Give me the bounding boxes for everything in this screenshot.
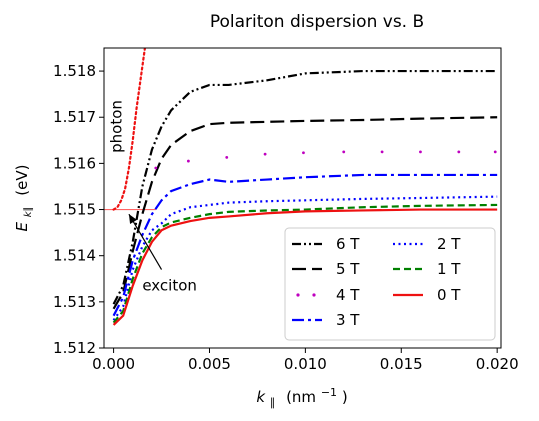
legend-label: 4 T <box>336 286 360 304</box>
y-axis-label: E k∥ (eV) <box>13 164 35 231</box>
x-tick-label: 0.000 <box>92 355 135 373</box>
series-4t-point <box>380 150 384 154</box>
series-layer <box>104 48 498 326</box>
legend: 6 T 5 T 4 T 3 T 2 T 1 T 0 T <box>284 227 496 341</box>
legend-label: 6 T <box>336 235 360 253</box>
series-4t-point <box>186 159 190 163</box>
series-4t-point <box>302 151 305 155</box>
legend-key-4t <box>312 293 316 297</box>
x-axis-label-exp: −1 <box>321 386 337 399</box>
legend-frame <box>284 227 496 341</box>
series-1t-line <box>112 203 498 324</box>
legend-label: 0 T <box>437 286 461 304</box>
legend-key-4t <box>296 293 300 297</box>
x-axis-label-close: ) <box>342 388 348 406</box>
series-5t-line <box>112 116 498 310</box>
series-6t-line <box>112 69 498 305</box>
series-4t-point <box>154 166 158 170</box>
y-tick-label: 1.517 <box>53 108 96 126</box>
series-4t-point <box>342 150 346 154</box>
annotation-photon: photon <box>107 100 125 153</box>
y-axis-label-main: E <box>13 222 31 232</box>
exciton-arrow-shaft <box>128 213 163 270</box>
x-axis-label-sub: ∥ <box>270 396 276 409</box>
y-tick-label: 1.516 <box>53 154 96 172</box>
y-ticks: 1.512 1.513 1.514 1.515 1.516 1.517 1.518 <box>53 62 104 357</box>
series-4t-point <box>457 150 461 154</box>
x-tick-label: 0.020 <box>476 355 519 373</box>
y-tick-label: 1.515 <box>53 201 96 219</box>
series-0t-line <box>112 208 498 326</box>
legend-label: 5 T <box>336 260 360 278</box>
legend-label: 3 T <box>336 311 360 329</box>
x-axis-label-main: k <box>256 388 266 406</box>
plot-frame <box>103 47 502 349</box>
plot-area <box>103 47 502 349</box>
y-axis-label-sub: k∥ <box>23 206 34 217</box>
x-tick-label: 0.010 <box>284 355 327 373</box>
x-axis-label: k ∥ (nm −1 ) <box>256 382 347 410</box>
x-ticks: 0.000 0.005 0.010 0.015 0.020 <box>92 348 519 373</box>
photon-line <box>112 48 147 211</box>
y-tick-label: 1.512 <box>53 339 96 357</box>
exciton-arrow-head <box>128 214 137 224</box>
series-4t-point <box>225 155 229 159</box>
x-tick-label: 0.015 <box>380 355 423 373</box>
series-2t-line <box>112 195 498 321</box>
x-tick-label: 0.005 <box>188 355 231 373</box>
series-4t-point <box>263 152 267 156</box>
annotation-exciton: exciton <box>142 276 197 294</box>
y-tick-label: 1.518 <box>53 62 96 80</box>
y-tick-label: 1.514 <box>53 247 96 265</box>
series-4t-point <box>419 150 422 154</box>
series-4t-point <box>493 150 497 154</box>
legend-label: 1 T <box>437 260 461 278</box>
chart-title: Polariton dispersion vs. B <box>210 12 424 32</box>
x-axis-label-unit: (nm <box>286 388 316 406</box>
y-tick-label: 1.513 <box>53 293 96 311</box>
annotation-layer: photon exciton <box>107 100 197 294</box>
legend-label: 2 T <box>437 235 461 253</box>
legend-items: 6 T 5 T 4 T 3 T 2 T 1 T 0 T <box>292 235 461 329</box>
y-axis-label-unit: (eV) <box>13 164 31 195</box>
